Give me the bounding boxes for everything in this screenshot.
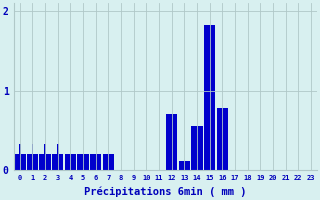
- Bar: [44, 144, 46, 170]
- Bar: [57, 144, 59, 170]
- Bar: [52, 154, 63, 170]
- Bar: [204, 25, 215, 170]
- Bar: [217, 108, 228, 170]
- Bar: [14, 154, 26, 170]
- Bar: [19, 144, 21, 170]
- Bar: [90, 154, 101, 170]
- Bar: [166, 114, 177, 170]
- Bar: [103, 154, 114, 170]
- Bar: [179, 161, 190, 170]
- Bar: [32, 144, 34, 170]
- X-axis label: Précipitations 6min ( mm ): Précipitations 6min ( mm ): [84, 187, 247, 197]
- Bar: [77, 154, 89, 170]
- Bar: [65, 154, 76, 170]
- Bar: [27, 154, 38, 170]
- Bar: [39, 154, 51, 170]
- Bar: [191, 126, 203, 170]
